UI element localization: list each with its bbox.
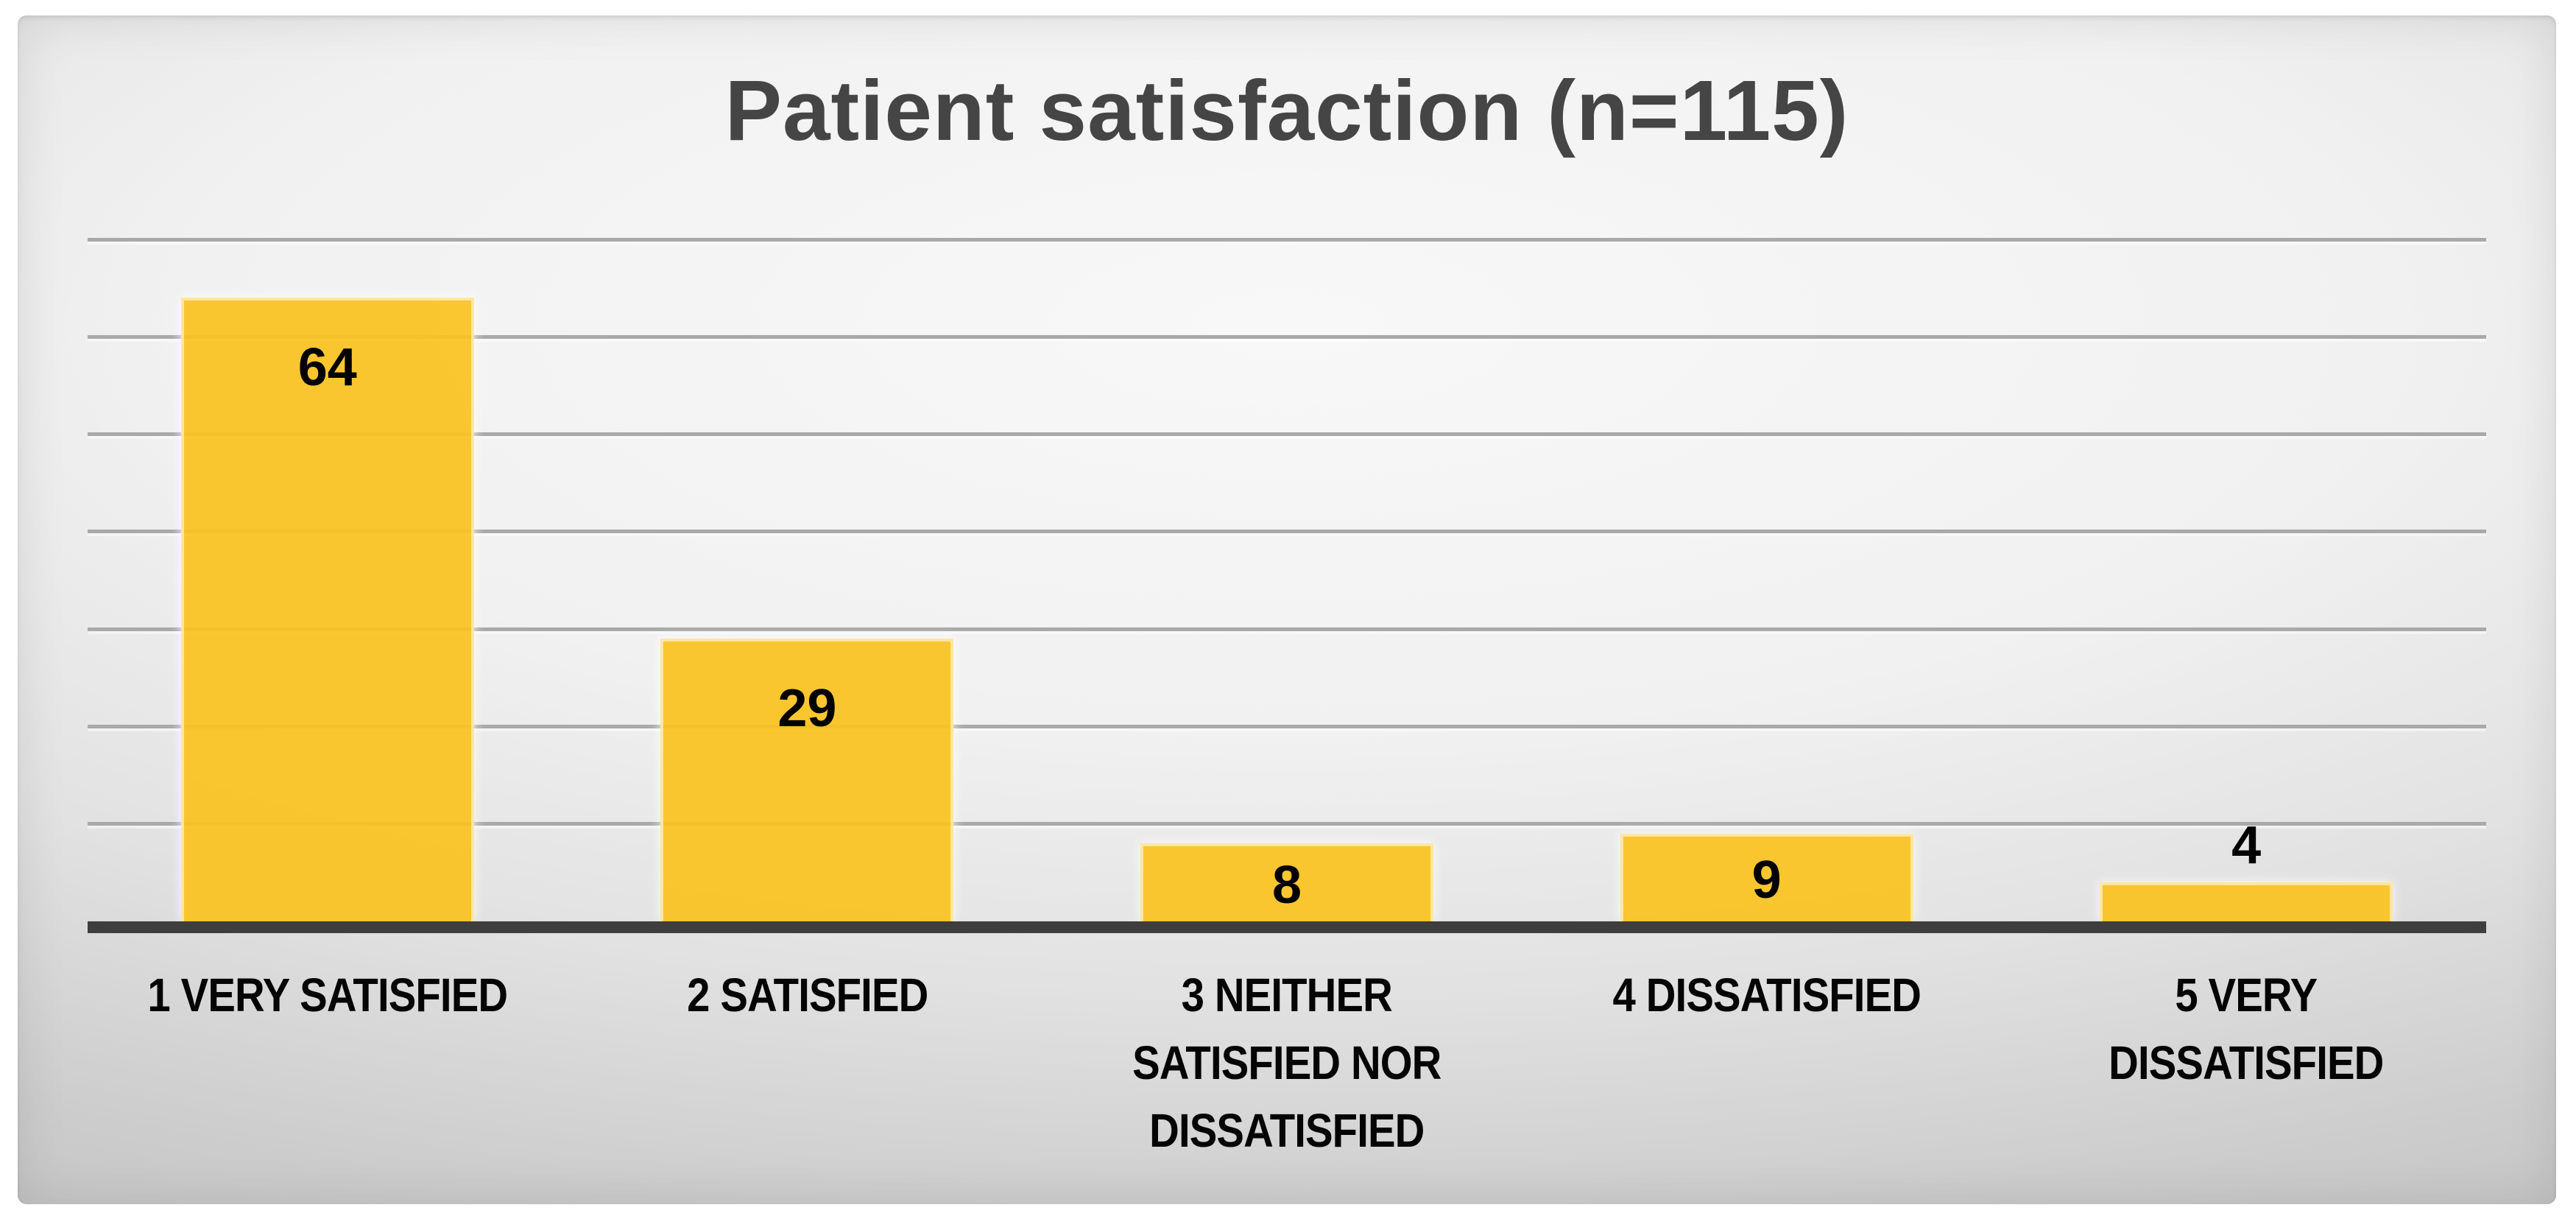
bar-value-label: 4 (2231, 816, 2262, 876)
gridline (88, 627, 2486, 631)
slide-card: Patient satisfaction (n=115) 64 29 8 9 4 1 V… (18, 15, 2556, 1204)
plot-area: 64 29 8 9 4 (88, 237, 2486, 933)
category-label: 2 SATISFIED (686, 968, 928, 1022)
gridline (88, 334, 2486, 339)
gridline (88, 724, 2486, 728)
bar-value-label: 9 (1751, 851, 1782, 910)
bar-value-label: 8 (1271, 856, 1302, 915)
x-axis-line (88, 921, 2486, 933)
category-label: 3 NEITHER SATISFIED NOR DISSATISFIED (1132, 968, 1441, 1157)
category-label: 1 VERY SATISFIED (147, 968, 508, 1022)
category-label: 4 DISSATISFIED (1612, 968, 1921, 1022)
bar-value-label: 64 (297, 338, 357, 398)
gridline (88, 237, 2486, 242)
bar: 29 (660, 639, 954, 921)
category-label: 5 VERY DISSATISFIED (2109, 968, 2385, 1089)
gridline (88, 530, 2486, 534)
gridline (88, 432, 2486, 437)
gridline (88, 822, 2486, 826)
bar: 8 (1140, 843, 1433, 921)
axis-labels: 1 VERY SATISFIED 2 SATISFIED 3 NEITHER SAT… (88, 961, 2486, 1182)
bar: 64 (180, 298, 474, 921)
bar: 9 (1620, 833, 1913, 921)
chart-title: Patient satisfaction (n=115) (724, 63, 1849, 158)
bar-value-label: 29 (777, 679, 837, 739)
bar: 4 (2100, 819, 2393, 921)
